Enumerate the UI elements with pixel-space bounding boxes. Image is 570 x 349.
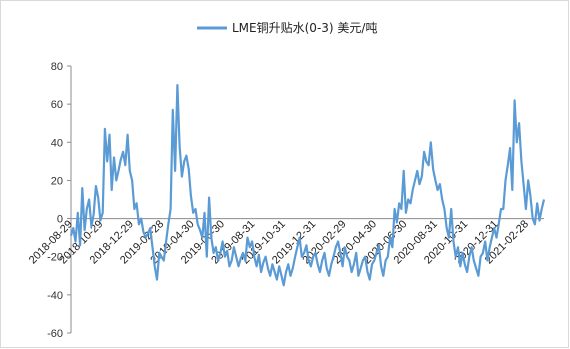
legend: LME铜升贴水(0-3) 美元/吨 — [197, 20, 377, 35]
y-tick-label: 60 — [51, 99, 63, 111]
y-tick-label: -60 — [47, 328, 63, 340]
y-tick-label: -20 — [47, 252, 63, 264]
axes — [70, 66, 544, 333]
y-tick-label: 20 — [51, 175, 63, 187]
y-tick-label: -40 — [47, 290, 63, 302]
y-tick-label: 80 — [51, 61, 63, 73]
y-tick-label: 40 — [51, 137, 63, 149]
y-axis-ticks: 80 60 40 20 0 -20 -40 -60 — [47, 61, 71, 340]
y-tick-label: 0 — [57, 214, 63, 226]
legend-label: LME铜升贴水(0-3) 美元/吨 — [232, 20, 377, 35]
x-axis-ticks: 2018-08-292018-10-292018-12-292019-02-28… — [27, 218, 531, 266]
series-line — [69, 84, 546, 287]
